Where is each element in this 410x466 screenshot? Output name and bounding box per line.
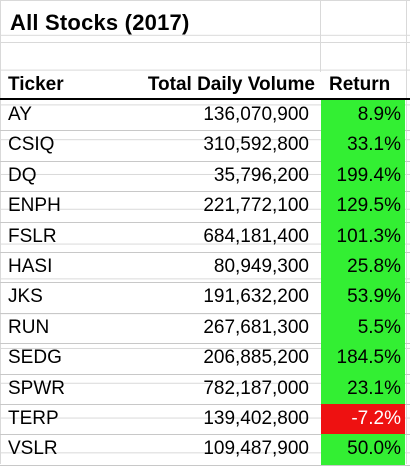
row-divider bbox=[0, 252, 410, 253]
row-divider bbox=[0, 282, 410, 284]
cell-total-daily-volume[interactable]: 109,487,900 bbox=[203, 438, 309, 460]
cell-total-daily-volume[interactable]: 310,592,800 bbox=[203, 134, 309, 156]
cell-return[interactable]: 53.9% bbox=[321, 282, 405, 313]
table-header-row: Ticker Total Daily Volume Return bbox=[0, 72, 410, 100]
row-divider bbox=[0, 343, 410, 345]
table-row: ENPH 221,772,100 129.5% bbox=[0, 191, 410, 222]
grid-line bbox=[320, 0, 321, 72]
cell-ticker[interactable]: ENPH bbox=[8, 195, 61, 217]
cell-ticker[interactable]: RUN bbox=[8, 316, 50, 338]
cell-total-daily-volume[interactable]: 35,796,200 bbox=[213, 164, 309, 186]
table-row: SPWR 782,187,000 23.1% bbox=[0, 373, 410, 404]
cell-return[interactable]: 25.8% bbox=[321, 251, 405, 283]
cell-ticker[interactable]: TERP bbox=[8, 407, 59, 429]
cell-total-daily-volume[interactable]: 136,070,900 bbox=[203, 104, 309, 125]
table-row: TERP 139,402,800 -7.2% bbox=[0, 403, 410, 435]
cell-ticker[interactable]: DQ bbox=[8, 164, 37, 186]
row-divider bbox=[0, 373, 410, 375]
row-divider bbox=[0, 191, 410, 193]
table-row: JKS 191,632,200 53.9% bbox=[0, 282, 410, 313]
cell-total-daily-volume[interactable]: 206,885,200 bbox=[203, 347, 309, 369]
cell-ticker[interactable]: JKS bbox=[8, 286, 43, 308]
cell-total-daily-volume[interactable]: 782,187,000 bbox=[203, 377, 309, 399]
row-divider bbox=[0, 434, 410, 436]
sheet-title[interactable]: All Stocks (2017) bbox=[10, 10, 190, 35]
cell-total-daily-volume[interactable]: 139,402,800 bbox=[203, 407, 309, 429]
cell-ticker[interactable]: VSLR bbox=[8, 438, 58, 460]
row-divider bbox=[0, 160, 410, 162]
table-row: RUN 267,681,300 5.5% bbox=[0, 312, 410, 344]
table-body: AY 136,070,900 8.9% CSIQ 310,592,800 33.1% DQ 3… bbox=[0, 100, 410, 466]
row-divider bbox=[0, 312, 410, 314]
grid-line bbox=[0, 0, 410, 1]
table-row: AY 136,070,900 8.9% bbox=[0, 100, 410, 131]
table-row: VSLR 109,487,900 50.0% bbox=[0, 434, 410, 465]
row-divider bbox=[0, 130, 410, 132]
cell-return[interactable]: 5.5% bbox=[321, 312, 405, 344]
cell-total-daily-volume[interactable]: 191,632,200 bbox=[203, 286, 309, 308]
row-divider bbox=[0, 404, 410, 405]
cell-total-daily-volume[interactable]: 80,949,300 bbox=[213, 255, 309, 277]
cell-return[interactable]: 50.0% bbox=[321, 434, 405, 465]
table-row: FSLR 684,181,400 101.3% bbox=[0, 221, 410, 252]
grid-line bbox=[0, 42, 410, 43]
grid-line bbox=[406, 0, 407, 464]
header-return[interactable]: Return bbox=[329, 74, 391, 95]
cell-ticker[interactable]: SEDG bbox=[8, 347, 62, 369]
cell-return[interactable]: 129.5% bbox=[321, 191, 405, 222]
header-ticker[interactable]: Ticker bbox=[8, 74, 64, 95]
cell-ticker[interactable]: CSIQ bbox=[8, 134, 55, 156]
cell-ticker[interactable]: FSLR bbox=[8, 225, 57, 247]
cell-return[interactable]: 101.3% bbox=[321, 221, 405, 252]
cell-return[interactable]: 184.5% bbox=[321, 343, 405, 374]
cell-ticker[interactable]: AY bbox=[8, 104, 32, 125]
cell-total-daily-volume[interactable]: 221,772,100 bbox=[203, 195, 309, 217]
cell-total-daily-volume[interactable]: 684,181,400 bbox=[203, 225, 309, 247]
cell-ticker[interactable]: SPWR bbox=[8, 377, 65, 399]
header-total-daily-volume[interactable]: Total Daily Volume bbox=[147, 74, 315, 95]
cell-return[interactable]: 199.4% bbox=[321, 160, 405, 192]
cell-return[interactable]: 8.9% bbox=[321, 100, 405, 131]
cell-total-daily-volume[interactable]: 267,681,300 bbox=[203, 316, 309, 338]
row-divider bbox=[0, 221, 410, 223]
cell-return[interactable]: 23.1% bbox=[321, 373, 405, 404]
table-row: DQ 35,796,200 199.4% bbox=[0, 160, 410, 192]
cell-return[interactable]: -7.2% bbox=[321, 403, 405, 435]
cell-ticker[interactable]: HASI bbox=[8, 255, 53, 277]
table-row: SEDG 206,885,200 184.5% bbox=[0, 343, 410, 374]
table-row: HASI 80,949,300 25.8% bbox=[0, 251, 410, 283]
table-row: CSIQ 310,592,800 33.1% bbox=[0, 130, 410, 161]
cell-return[interactable]: 33.1% bbox=[321, 130, 405, 161]
